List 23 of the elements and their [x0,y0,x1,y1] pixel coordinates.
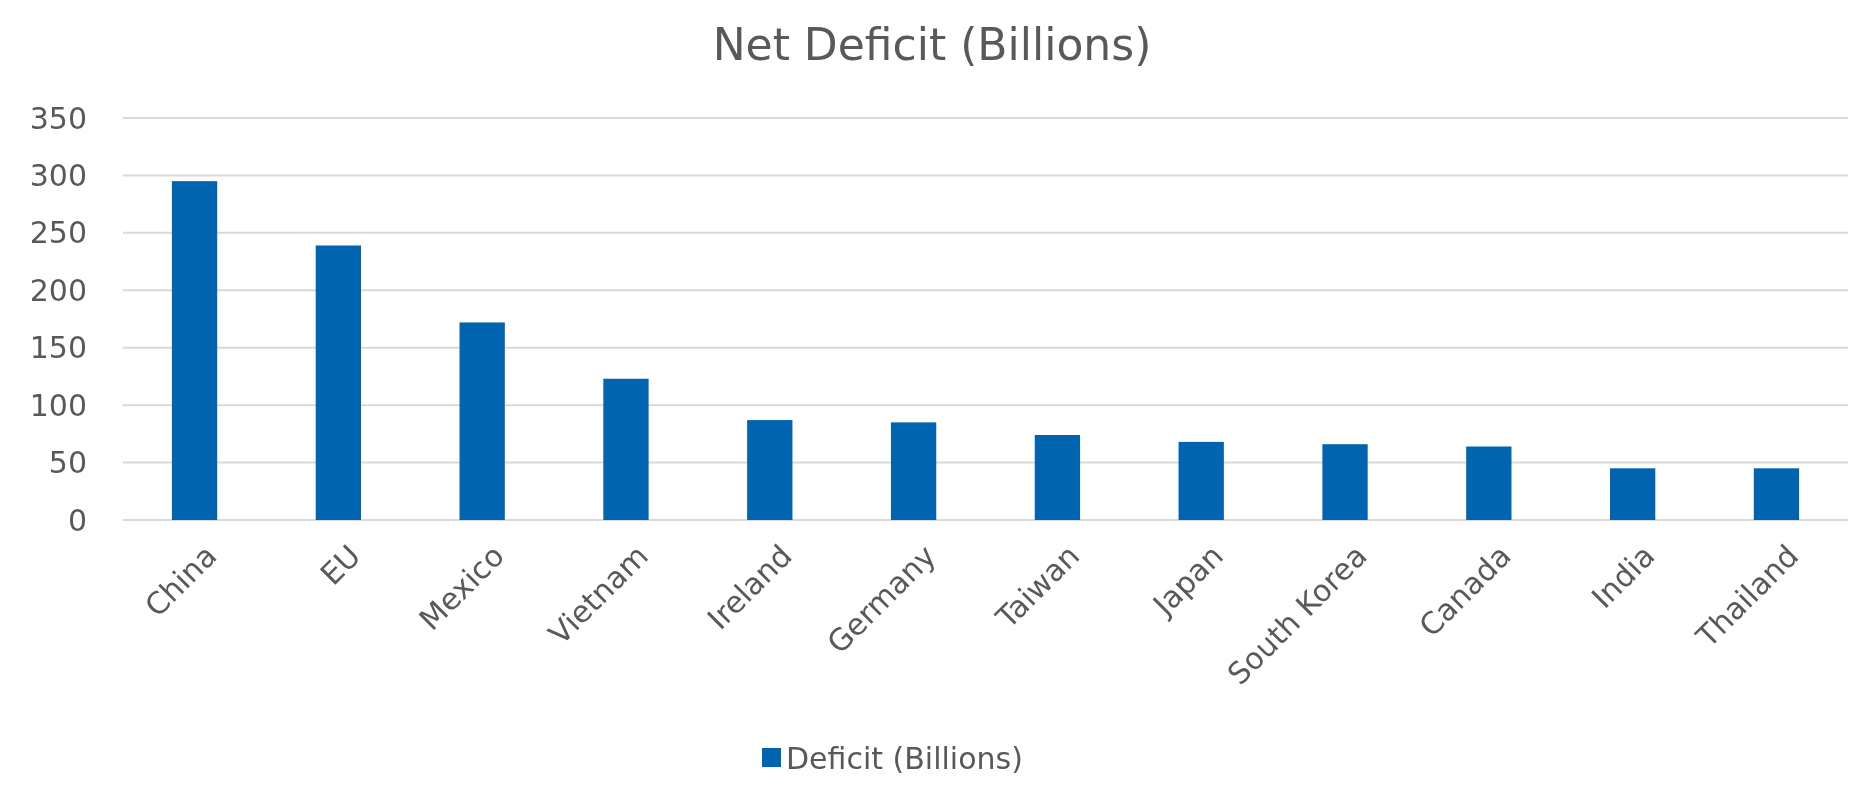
bar [890,422,937,520]
bar [747,420,793,520]
y-tick-label: 350 [29,100,87,136]
bar [459,322,505,520]
chart-title: Net Deficit (Billions) [712,19,1152,70]
legend-label: Deficit (Billions) [786,740,1023,776]
bar [1178,441,1224,520]
bar [603,378,649,520]
bar [1034,435,1081,520]
x-tick-label: EU [313,538,368,592]
y-tick-label: 150 [29,330,87,366]
y-tick-label: 0 [67,502,87,538]
y-tick-label: 300 [29,157,87,193]
y-tick-label: 50 [48,445,87,481]
bar [1609,468,1656,520]
y-tick-label: 200 [29,272,87,308]
y-tick-label: 100 [29,387,87,423]
bar [1753,468,1800,520]
bar [171,181,218,520]
y-tick-label: 250 [29,215,87,251]
bar [1322,444,1368,520]
bar [1466,446,1512,520]
bar [315,245,362,520]
